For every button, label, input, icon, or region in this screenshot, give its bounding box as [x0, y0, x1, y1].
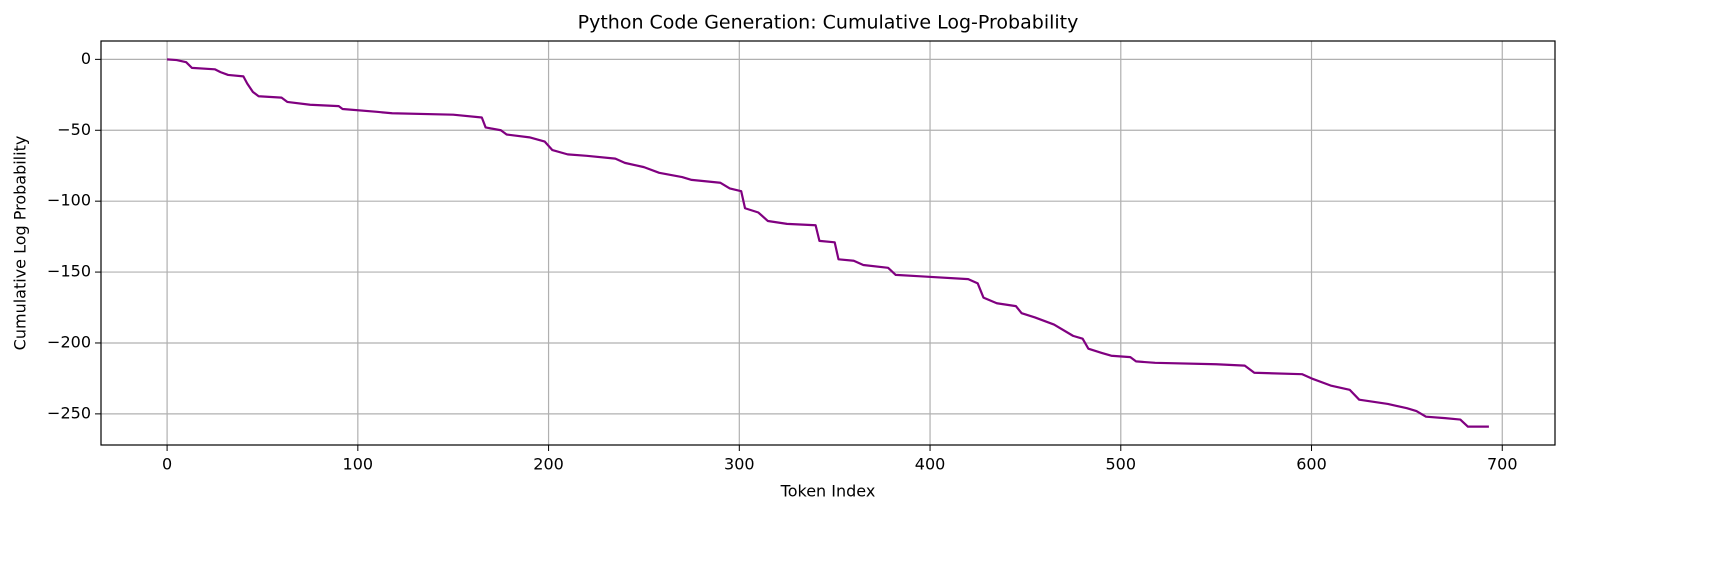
x-tick-label: 0 [162, 455, 172, 474]
y-tick-label: 0 [81, 49, 91, 68]
x-tick-label: 200 [533, 455, 564, 474]
y-tick-label: −50 [57, 120, 91, 139]
x-axis-label: Token Index [780, 482, 876, 501]
chart-title: Python Code Generation: Cumulative Log-P… [578, 12, 1079, 34]
x-tick-label: 400 [915, 455, 946, 474]
y-tick-label: −150 [47, 262, 91, 281]
x-tick-label: 500 [1106, 455, 1137, 474]
y-tick-label: −100 [47, 191, 91, 210]
data-line [167, 58, 1489, 428]
x-tick-label: 100 [343, 455, 374, 474]
x-tick-label: 600 [1296, 455, 1327, 474]
y-tick-label: −250 [47, 403, 91, 422]
x-tick-label: 300 [724, 455, 755, 474]
x-tick-label: 700 [1487, 455, 1518, 474]
plot-frame [100, 40, 1556, 446]
y-tick-label: −200 [47, 332, 91, 351]
y-axis-label: Cumulative Log Probability [11, 136, 30, 351]
